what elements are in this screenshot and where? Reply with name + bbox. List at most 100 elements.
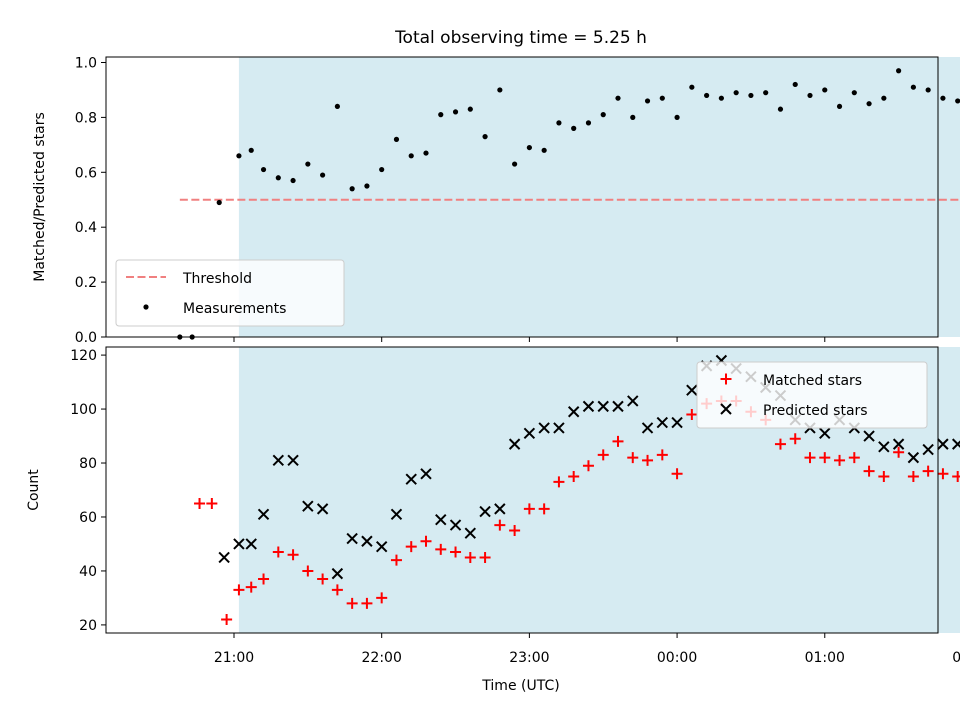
measurement-point xyxy=(659,95,665,101)
ratio-panel: 0.0 0.2 0.4 0.6 0.8 1.0 Matched/Predicted star… xyxy=(32,55,960,346)
y-tick-label: 100 xyxy=(70,402,97,418)
predicted-star-point xyxy=(612,400,624,413)
legend-measurement-swatch xyxy=(143,304,149,310)
legend-matched-swatch xyxy=(720,373,732,385)
predicted-star-point xyxy=(641,422,654,434)
y-tick-label: 120 xyxy=(70,348,97,364)
matched-star-point xyxy=(258,573,270,585)
predicted-star-point xyxy=(597,400,609,413)
legend-box xyxy=(115,259,345,327)
matched-star-point xyxy=(479,551,491,563)
y-tick-label: 0.0 xyxy=(75,330,97,346)
legend-predicted-swatch xyxy=(720,403,732,415)
measurement-point xyxy=(512,161,518,167)
measurement-point xyxy=(260,166,267,173)
predicted-star-point xyxy=(878,441,890,453)
predicted-star-point xyxy=(553,422,565,434)
legend-box xyxy=(696,361,928,429)
matched-star-point xyxy=(834,454,846,466)
measurement-point xyxy=(910,84,916,90)
matched-star-point xyxy=(671,468,683,480)
predicted-star-point xyxy=(218,551,230,564)
predicted-star-point xyxy=(233,538,245,550)
predicted-star-point xyxy=(464,527,477,539)
predicted-star-point xyxy=(479,505,491,518)
y-tick-label: 0.4 xyxy=(75,220,97,236)
matched-star-point xyxy=(376,592,388,604)
measurement-point xyxy=(881,95,887,101)
matched-star-point xyxy=(568,471,580,483)
predicted-star-point xyxy=(390,508,403,520)
matched-star-point xyxy=(390,554,402,566)
x-tick-label: 02:00 xyxy=(952,650,960,666)
predicted-star-point xyxy=(656,416,669,429)
y-tick-label: 40 xyxy=(79,564,97,580)
x-tick-label: 21:00 xyxy=(214,650,254,666)
predicted-star-point xyxy=(863,430,875,442)
measurement-point xyxy=(275,175,281,181)
matched-star-point xyxy=(863,465,875,477)
predicted-star-point xyxy=(937,438,949,450)
predicted-star-point xyxy=(420,468,432,480)
measurement-point xyxy=(497,87,503,93)
measurement-point xyxy=(748,92,754,99)
legend-label: Predicted stars xyxy=(763,403,868,419)
measurement-point xyxy=(777,106,784,112)
predicted-star-point xyxy=(375,540,388,553)
matched-star-point xyxy=(405,541,417,553)
measurement-point xyxy=(349,186,355,192)
measurement-point xyxy=(822,87,828,93)
matched-star-point xyxy=(848,452,860,464)
measurement-point xyxy=(896,68,902,74)
matched-star-point xyxy=(789,433,801,445)
matched-star-point xyxy=(804,452,816,464)
matched-star-point xyxy=(893,446,905,458)
measurement-point xyxy=(866,101,872,107)
matched-star-point xyxy=(346,597,358,609)
matched-star-point xyxy=(553,476,565,488)
predicted-star-point xyxy=(671,416,683,429)
predicted-star-point xyxy=(449,519,462,531)
measurement-point xyxy=(248,147,254,153)
matched-star-point xyxy=(582,460,594,472)
matched-star-point xyxy=(302,565,314,577)
measurement-point xyxy=(600,112,606,118)
measurement-point xyxy=(792,81,798,88)
measurement-point xyxy=(216,199,222,206)
predicted-star-point xyxy=(538,422,550,434)
measurement-point xyxy=(585,120,592,126)
measurement-point xyxy=(807,92,813,99)
predicted-star-point xyxy=(257,508,270,520)
predicted-star-point xyxy=(302,500,314,512)
predicted-star-point xyxy=(523,427,536,440)
matched-star-point xyxy=(819,452,831,464)
measurement-point xyxy=(408,153,414,159)
matched-star-point xyxy=(206,497,218,509)
measurement-point xyxy=(689,84,695,90)
y-tick-label: 60 xyxy=(79,510,97,526)
predicted-star-point xyxy=(907,451,920,464)
measurement-point xyxy=(615,95,621,101)
y-axis-label: Count xyxy=(26,469,42,511)
measurement-point xyxy=(290,177,296,184)
y-axis-label: Matched/Predicted stars xyxy=(32,112,48,282)
predicted-star-point xyxy=(686,384,698,396)
x-tick-label: 22:00 xyxy=(362,650,402,666)
matched-star-point xyxy=(937,468,949,480)
predicted-star-point xyxy=(494,503,506,515)
matched-star-point xyxy=(233,584,245,596)
legend-top: Threshold Measurements xyxy=(115,259,345,327)
measurement-point xyxy=(467,106,473,112)
matched-star-point xyxy=(435,543,447,555)
measurement-point xyxy=(851,90,857,96)
x-tick-label: 23:00 xyxy=(509,650,549,666)
measurement-point xyxy=(556,120,562,126)
figure-title: Total observing time = 5.25 h xyxy=(394,28,647,48)
measurement-point xyxy=(423,150,429,156)
measurement-point xyxy=(733,90,739,96)
matched-star-point xyxy=(612,435,624,447)
y-tick-label: 0.2 xyxy=(75,275,97,291)
matched-star-point xyxy=(642,454,654,466)
matched-star-point xyxy=(331,584,343,596)
